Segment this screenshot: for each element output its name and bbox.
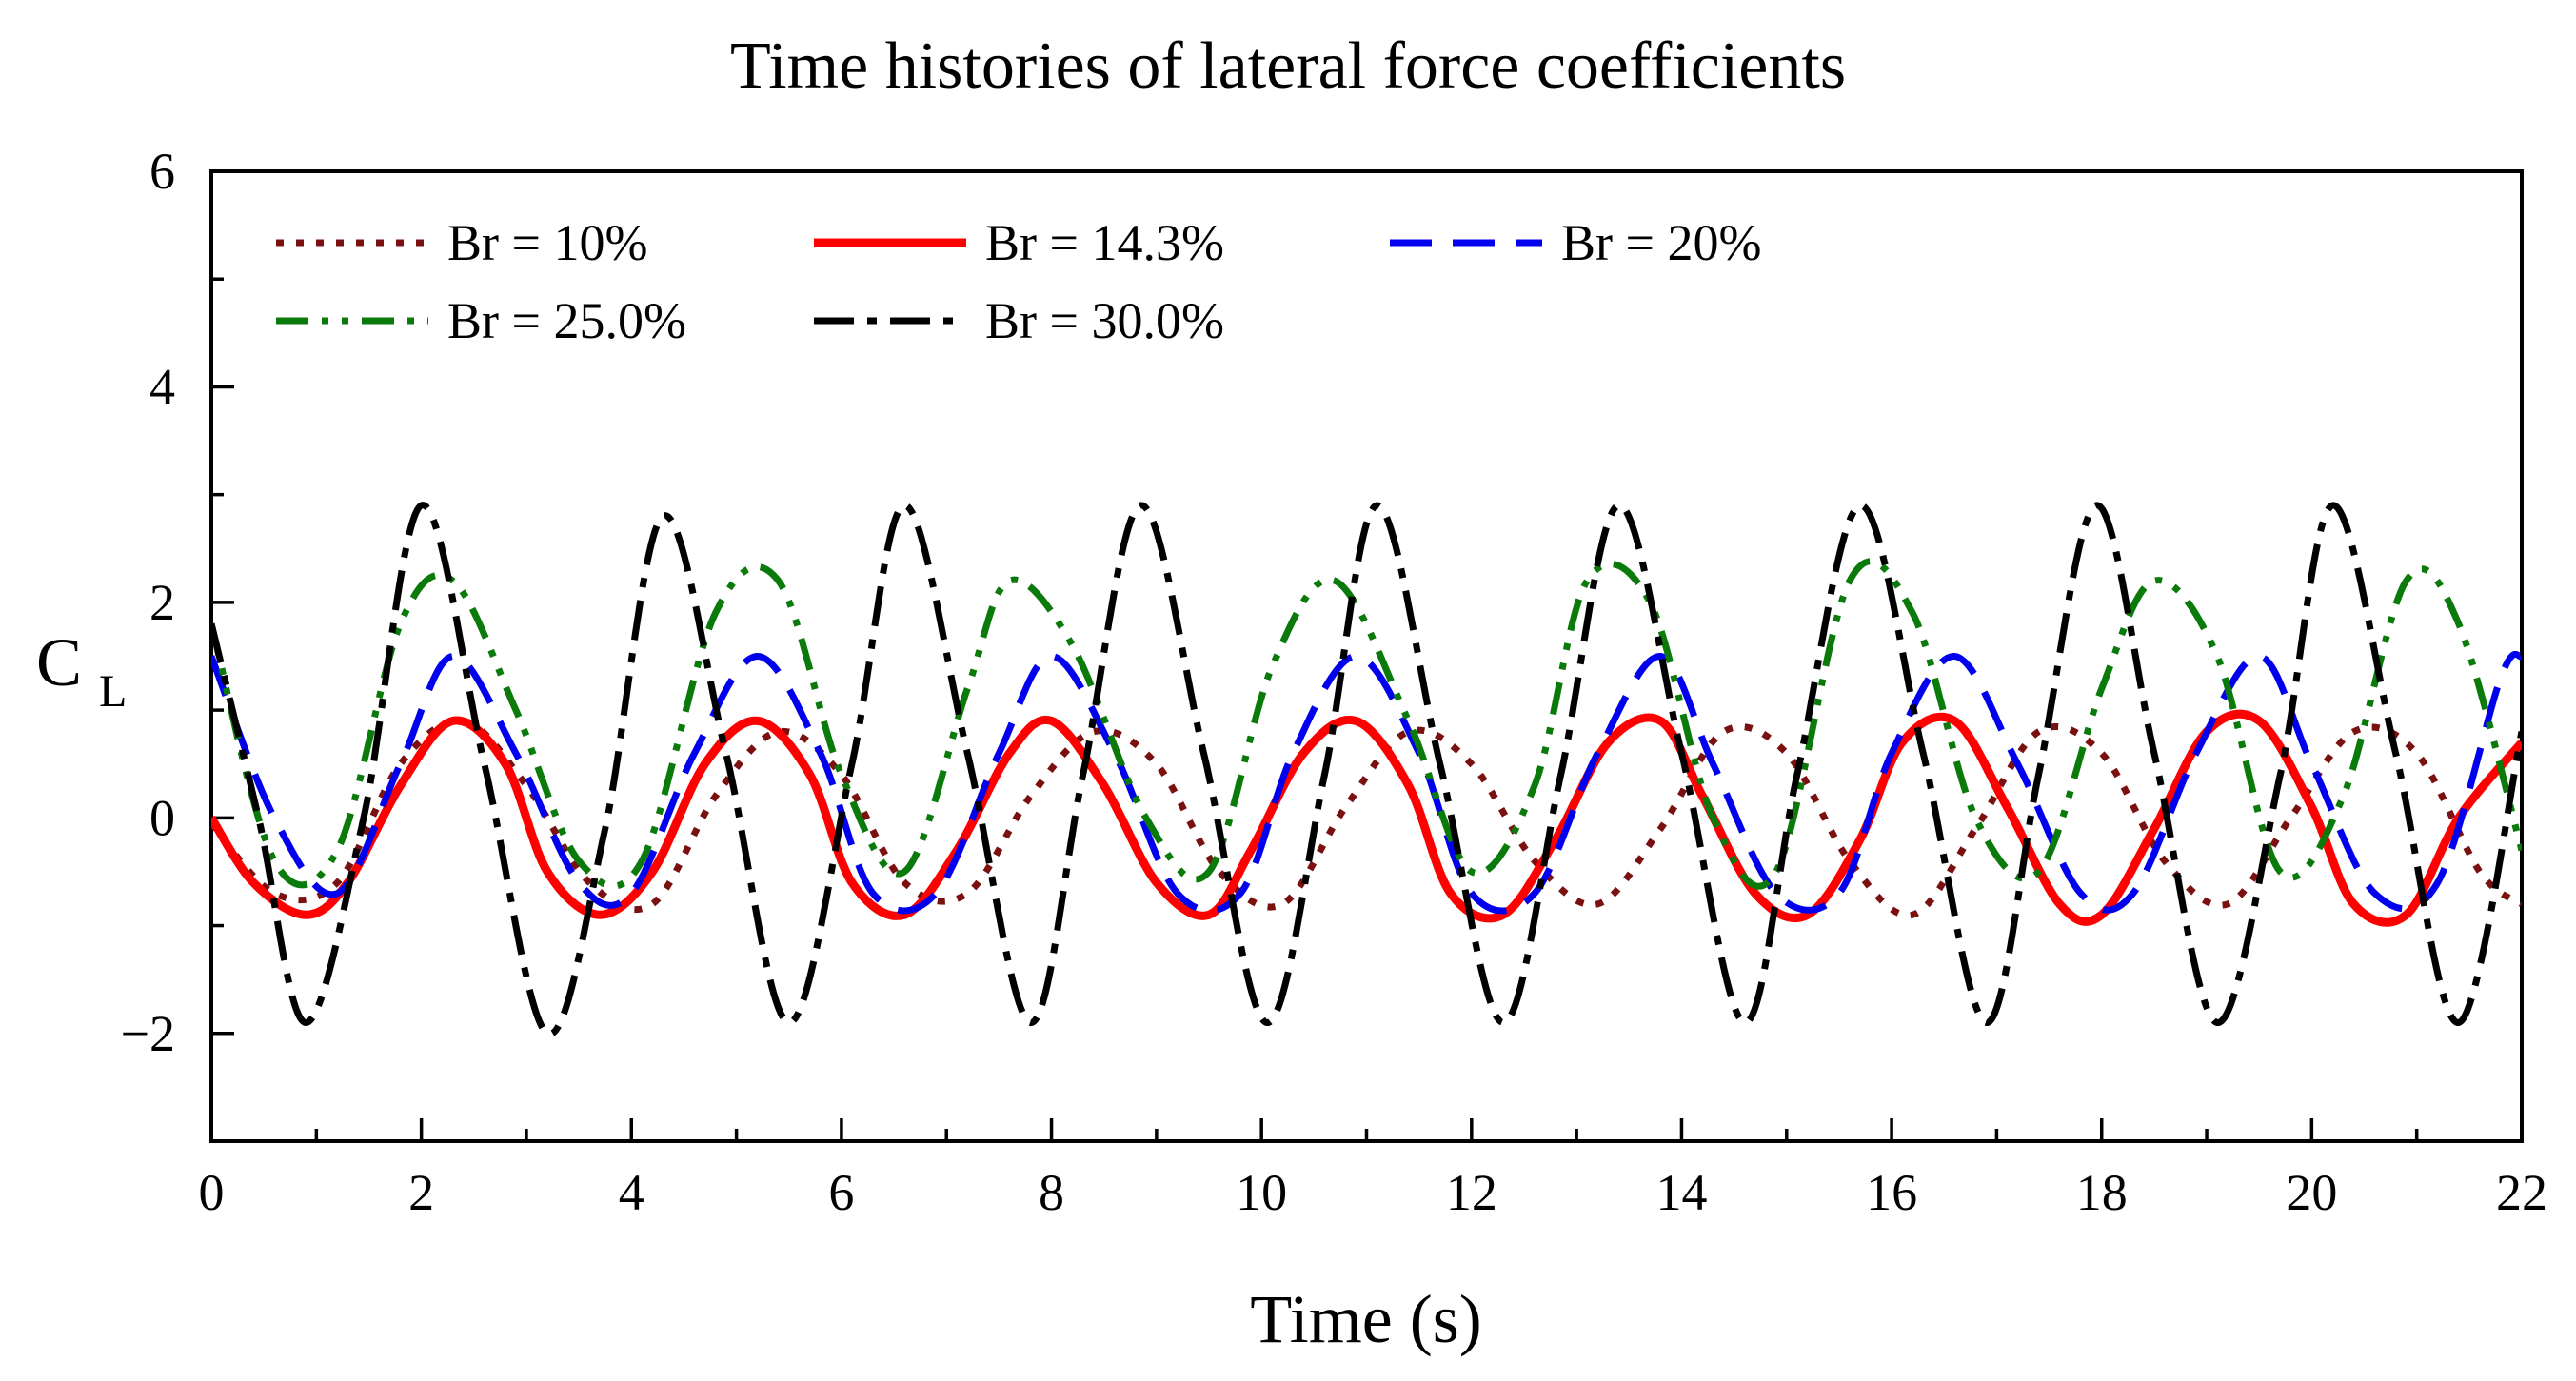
legend-label-4: Br = 25.0% (447, 292, 686, 349)
x-tick-label: 22 (2496, 1164, 2547, 1221)
y-tick-label: 0 (149, 789, 175, 846)
y-tick-label: 4 (149, 358, 175, 415)
legend-label-5: Br = 30.0% (985, 292, 1224, 349)
legend-label-2: Br = 14.3% (985, 214, 1224, 271)
x-tick-label: 10 (1236, 1164, 1287, 1221)
chart-title: Time histories of lateral force coeffici… (730, 30, 1846, 103)
legend-label-3: Br = 20% (1561, 214, 1761, 271)
y-tick-label: −2 (121, 1005, 175, 1062)
x-tick-label: 12 (1446, 1164, 1497, 1221)
y-tick-label: 6 (149, 143, 175, 200)
y-axis-label: C L (36, 624, 127, 717)
series-group (211, 502, 2522, 1037)
y-tick-label: 2 (149, 574, 175, 631)
y-axis-label-sub: L (99, 666, 127, 717)
series-line-3 (211, 650, 2522, 915)
legend-label-1: Br = 10% (447, 214, 647, 271)
x-tick-label: 0 (199, 1164, 225, 1221)
series-line-5 (211, 502, 2522, 1037)
x-tick-label: 14 (1655, 1164, 1707, 1221)
y-axis-label-main: C (36, 624, 82, 700)
x-tick-label: 20 (2286, 1164, 2337, 1221)
y-tick-labels: −2 0 2 4 6 (121, 143, 175, 1062)
series-line-1 (211, 717, 2522, 919)
x-tick-label: 6 (828, 1164, 854, 1221)
x-tick-label: 8 (1039, 1164, 1064, 1221)
x-tick-labels: 0 2 4 6 8 10 12 14 16 18 20 22 (199, 1164, 2548, 1221)
x-tick-label: 2 (408, 1164, 434, 1221)
x-tick-label: 4 (619, 1164, 644, 1221)
x-axis-label: Time (s) (1250, 1281, 1481, 1357)
x-tick-label: 16 (1866, 1164, 1917, 1221)
series-line-2 (211, 709, 2522, 927)
legend: Br = 10% Br = 14.3% Br = 20% Br = 25.0% Br =… (276, 214, 1761, 349)
ticks-group (209, 169, 2524, 1143)
x-tick-label: 18 (2076, 1164, 2128, 1221)
